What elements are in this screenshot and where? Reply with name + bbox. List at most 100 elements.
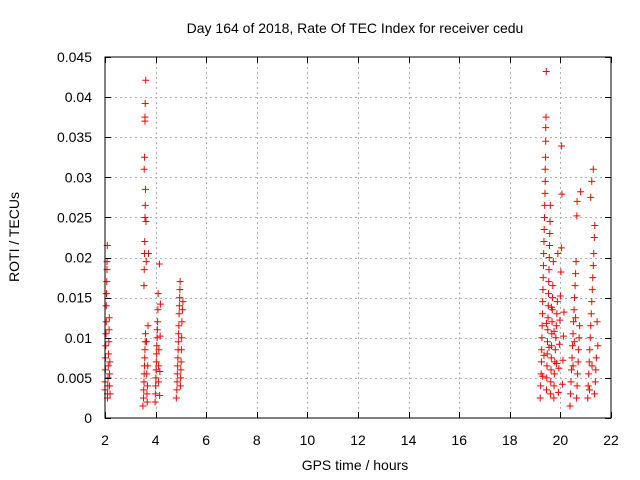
data-point — [104, 374, 112, 382]
data-point — [551, 346, 559, 354]
data-point — [152, 374, 160, 382]
data-point — [575, 346, 583, 354]
data-point — [176, 294, 184, 302]
data-point — [102, 366, 110, 374]
data-point — [174, 362, 182, 370]
data-point — [175, 322, 183, 330]
data-point — [175, 310, 183, 318]
data-point — [567, 390, 575, 398]
data-point — [568, 354, 576, 362]
data-point — [588, 286, 596, 294]
data-point — [588, 362, 596, 370]
data-point — [549, 282, 557, 290]
data-point — [552, 334, 560, 342]
data-point — [540, 225, 548, 233]
data-point — [547, 354, 555, 362]
data-point — [589, 274, 597, 282]
data-point — [590, 250, 598, 258]
data-point — [538, 310, 546, 318]
data-point — [586, 346, 594, 354]
data-point — [144, 322, 152, 330]
x-tick-label: 6 — [202, 432, 210, 448]
y-tick-label: 0.04 — [65, 89, 92, 105]
data-point — [557, 268, 565, 276]
data-point — [589, 262, 597, 270]
data-point — [541, 189, 549, 197]
y-tick-label: 0.005 — [57, 370, 92, 386]
data-point — [550, 370, 558, 378]
data-point — [142, 258, 150, 266]
data-point — [177, 346, 185, 354]
data-point — [140, 386, 148, 394]
data-point — [552, 322, 560, 330]
y-tick-label: 0.01 — [65, 330, 92, 346]
data-point — [105, 314, 113, 322]
data-point — [539, 274, 547, 282]
data-point — [152, 358, 160, 366]
data-point — [555, 340, 563, 348]
data-point — [547, 378, 555, 386]
data-point — [103, 278, 111, 286]
data-point — [549, 294, 557, 302]
data-point — [587, 322, 595, 330]
data-point — [545, 278, 553, 286]
data-point — [540, 213, 548, 221]
data-point — [144, 382, 152, 390]
data-point — [588, 298, 596, 306]
data-point — [102, 318, 110, 326]
data-point — [559, 332, 567, 340]
data-point — [175, 330, 183, 338]
data-point — [151, 398, 159, 406]
data-point — [153, 350, 161, 358]
data-point — [573, 382, 581, 390]
data-point — [155, 260, 163, 268]
data-point — [566, 402, 574, 410]
data-point — [142, 338, 150, 346]
x-tick-label: 18 — [502, 432, 518, 448]
data-point — [145, 250, 153, 258]
data-point — [177, 374, 185, 382]
data-point — [558, 380, 566, 388]
data-point — [539, 372, 547, 380]
data-point — [152, 382, 160, 390]
x-tick-label: 14 — [401, 432, 417, 448]
x-axis-label: GPS time / hours — [302, 457, 409, 473]
data-point — [141, 100, 149, 108]
data-point — [156, 300, 164, 308]
data-point — [585, 370, 593, 378]
data-point — [570, 306, 578, 314]
data-point — [538, 346, 546, 354]
data-point — [156, 392, 164, 400]
y-tick-label: 0.025 — [57, 209, 92, 225]
data-point — [569, 330, 577, 338]
data-point — [574, 358, 582, 366]
data-point — [542, 67, 550, 75]
data-point — [144, 362, 152, 370]
y-tick-label: 0.02 — [65, 250, 92, 266]
data-point — [547, 366, 555, 374]
x-axis-ticks: 2 4 6 8 10 12 14 16 18 20 22 — [101, 57, 619, 448]
y-tick-label: 0.03 — [65, 169, 92, 185]
data-point — [173, 370, 181, 378]
data-point — [545, 343, 553, 351]
data-point — [572, 258, 580, 266]
data-point — [141, 113, 149, 121]
data-point — [557, 244, 565, 252]
data-point — [105, 338, 113, 346]
data-point — [105, 350, 113, 358]
data-point — [154, 290, 162, 298]
grid-lines — [105, 57, 611, 418]
data-point — [176, 286, 184, 294]
data-point — [141, 213, 149, 221]
data-point — [140, 378, 148, 386]
data-point — [102, 354, 110, 362]
data-point — [142, 217, 150, 225]
data-point — [556, 292, 564, 300]
data-point — [172, 394, 180, 402]
data-point — [568, 366, 576, 374]
data-point — [543, 374, 551, 382]
data-point — [539, 298, 547, 306]
data-point — [571, 294, 579, 302]
data-point — [543, 362, 551, 370]
data-point — [550, 327, 558, 335]
